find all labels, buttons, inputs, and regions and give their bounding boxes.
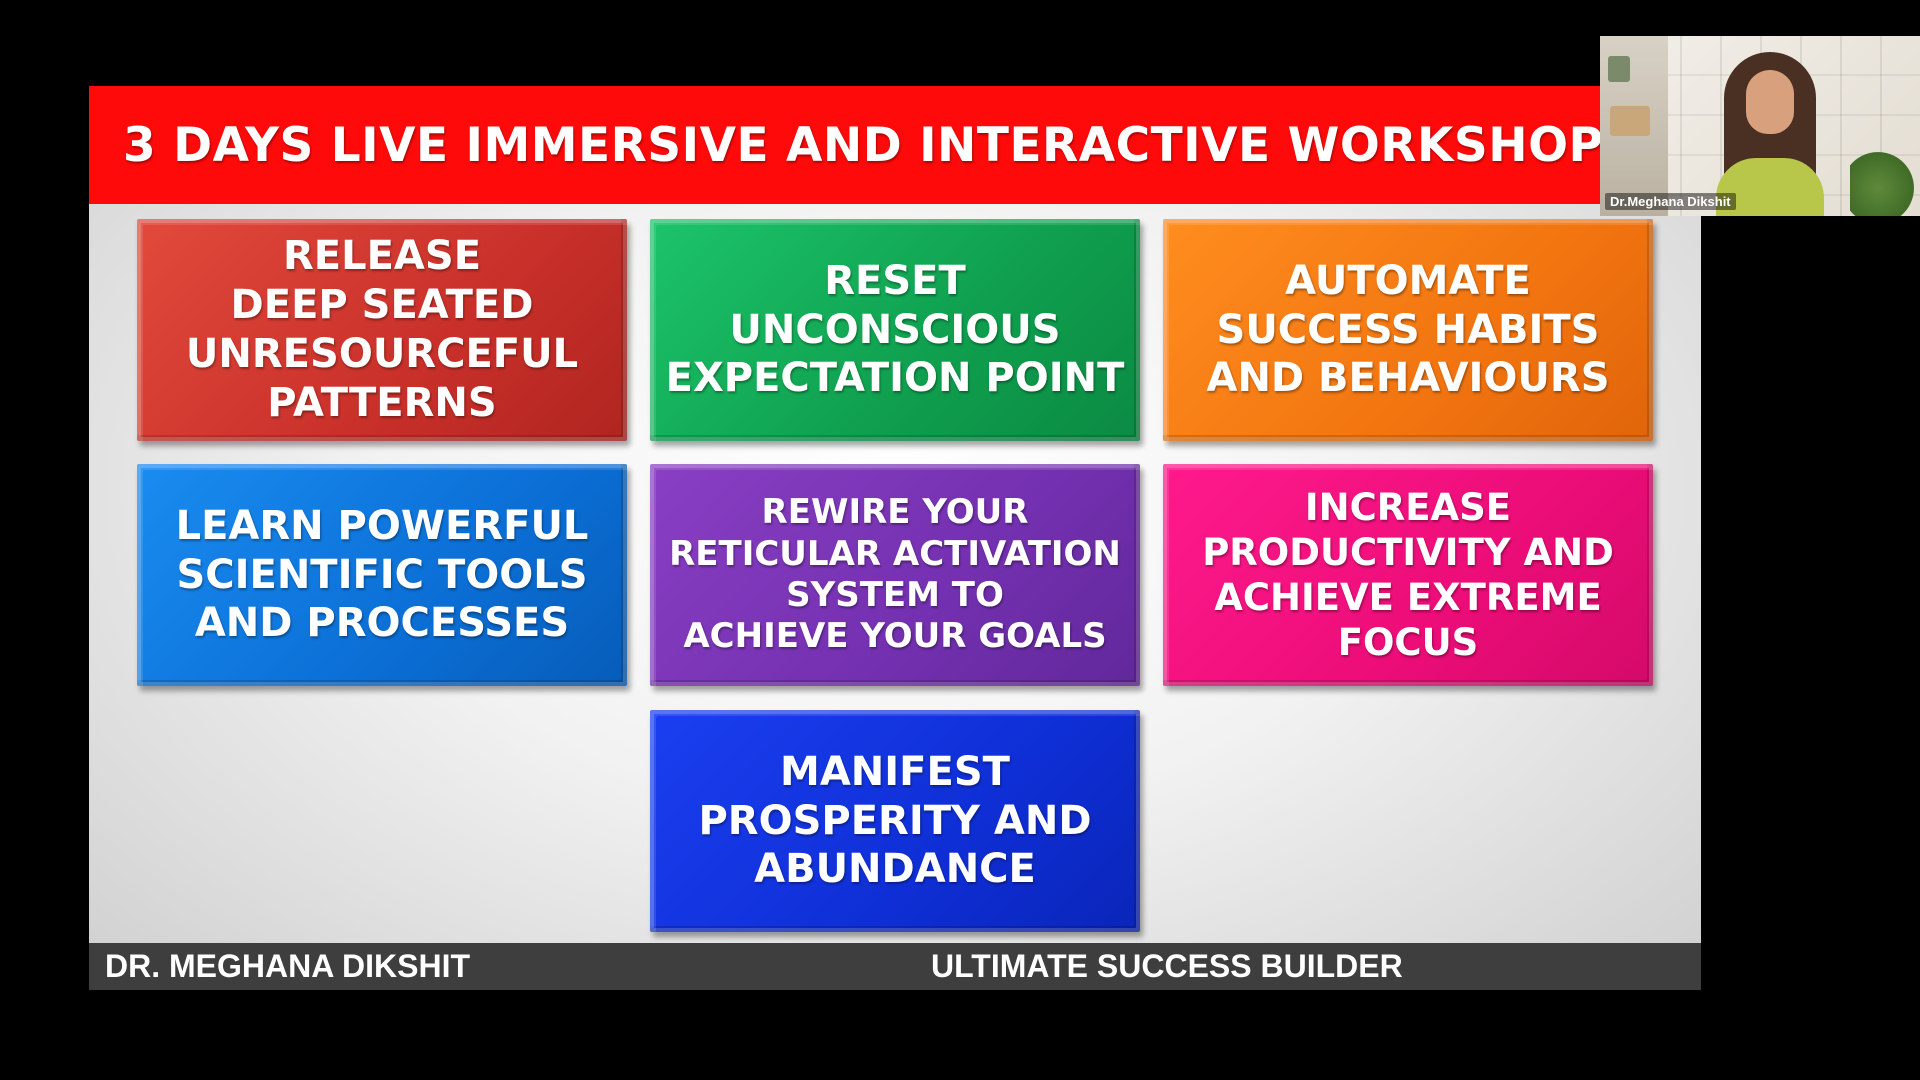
- tile-line: MANIFEST: [780, 748, 1010, 795]
- tile-manifest-prosperity: MANIFEST PROSPERITY AND ABUNDANCE: [650, 710, 1140, 932]
- tile-line: AND BEHAVIOURS: [1206, 355, 1610, 402]
- participant-video-feed: [1710, 46, 1830, 216]
- tile-line: RELEASE: [282, 233, 482, 280]
- video-shelf: [1600, 36, 1668, 216]
- tile-release-patterns: RELEASE DEEP SEATED UNRESOURCEFUL PATTER…: [137, 219, 627, 441]
- participant-face: [1746, 70, 1794, 134]
- footer-brand-text: ULTIMATE SUCCESS BUILDER: [931, 948, 1403, 984]
- video-plant: [1850, 146, 1920, 216]
- participant-video-tile[interactable]: Dr.Meghana Dikshit: [1600, 36, 1920, 216]
- tile-line: SCIENTIFIC TOOLS: [176, 551, 588, 598]
- tile-line: SUCCESS HABITS: [1216, 306, 1600, 353]
- tile-line: RESET: [824, 257, 966, 304]
- tile-line: LEARN POWERFUL: [175, 502, 589, 549]
- tile-line: INCREASE: [1304, 485, 1512, 529]
- tile-line: FOCUS: [1337, 621, 1479, 665]
- tile-line: UNCONSCIOUS: [729, 306, 1061, 353]
- tile-line: EXPECTATION POINT: [665, 355, 1125, 402]
- tile-line: RETICULAR ACTIVATION: [669, 533, 1121, 574]
- slide-title-bar: 3 DAYS LIVE IMMERSIVE AND INTERACTIVE WO…: [89, 86, 1701, 204]
- tile-line: AND PROCESSES: [194, 600, 570, 647]
- tile-line: PATTERNS: [267, 379, 497, 426]
- tile-line: ACHIEVE YOUR GOALS: [683, 616, 1107, 657]
- slide-title: 3 DAYS LIVE IMMERSIVE AND INTERACTIVE WO…: [123, 117, 1604, 173]
- tile-line: PRODUCTIVITY AND: [1202, 530, 1614, 574]
- tile-line: REWIRE YOUR: [761, 492, 1029, 533]
- tile-line: DEEP SEATED: [230, 282, 534, 329]
- tile-rewire-ras: REWIRE YOUR RETICULAR ACTIVATION SYSTEM …: [650, 464, 1140, 686]
- slide-footer-bar: DR. MEGHANA DIKSHIT ULTIMATE SUCCESS BUI…: [89, 943, 1701, 990]
- tile-line: AUTOMATE: [1285, 257, 1531, 304]
- tile-line: PROSPERITY AND: [698, 797, 1092, 844]
- participant-name-label: Dr.Meghana Dikshit: [1605, 193, 1736, 210]
- tile-line: SYSTEM TO: [786, 575, 1004, 615]
- footer-presenter-name: DR. MEGHANA DIKSHIT: [105, 948, 471, 984]
- shared-slide: 3 DAYS LIVE IMMERSIVE AND INTERACTIVE WO…: [89, 86, 1701, 990]
- tile-line: ACHIEVE EXTREME: [1214, 576, 1602, 619]
- tile-reset-expectation: RESET UNCONSCIOUS EXPECTATION POINT: [650, 219, 1140, 441]
- tile-increase-productivity: INCREASE PRODUCTIVITY AND ACHIEVE EXTREM…: [1163, 464, 1653, 686]
- participant-torso: [1716, 158, 1824, 216]
- tile-automate-habits: AUTOMATE SUCCESS HABITS AND BEHAVIOURS: [1163, 219, 1653, 441]
- tile-learn-tools: LEARN POWERFUL SCIENTIFIC TOOLS AND PROC…: [137, 464, 627, 686]
- tile-line: ABUNDANCE: [754, 846, 1036, 893]
- tile-line: UNRESOURCEFUL: [185, 331, 579, 377]
